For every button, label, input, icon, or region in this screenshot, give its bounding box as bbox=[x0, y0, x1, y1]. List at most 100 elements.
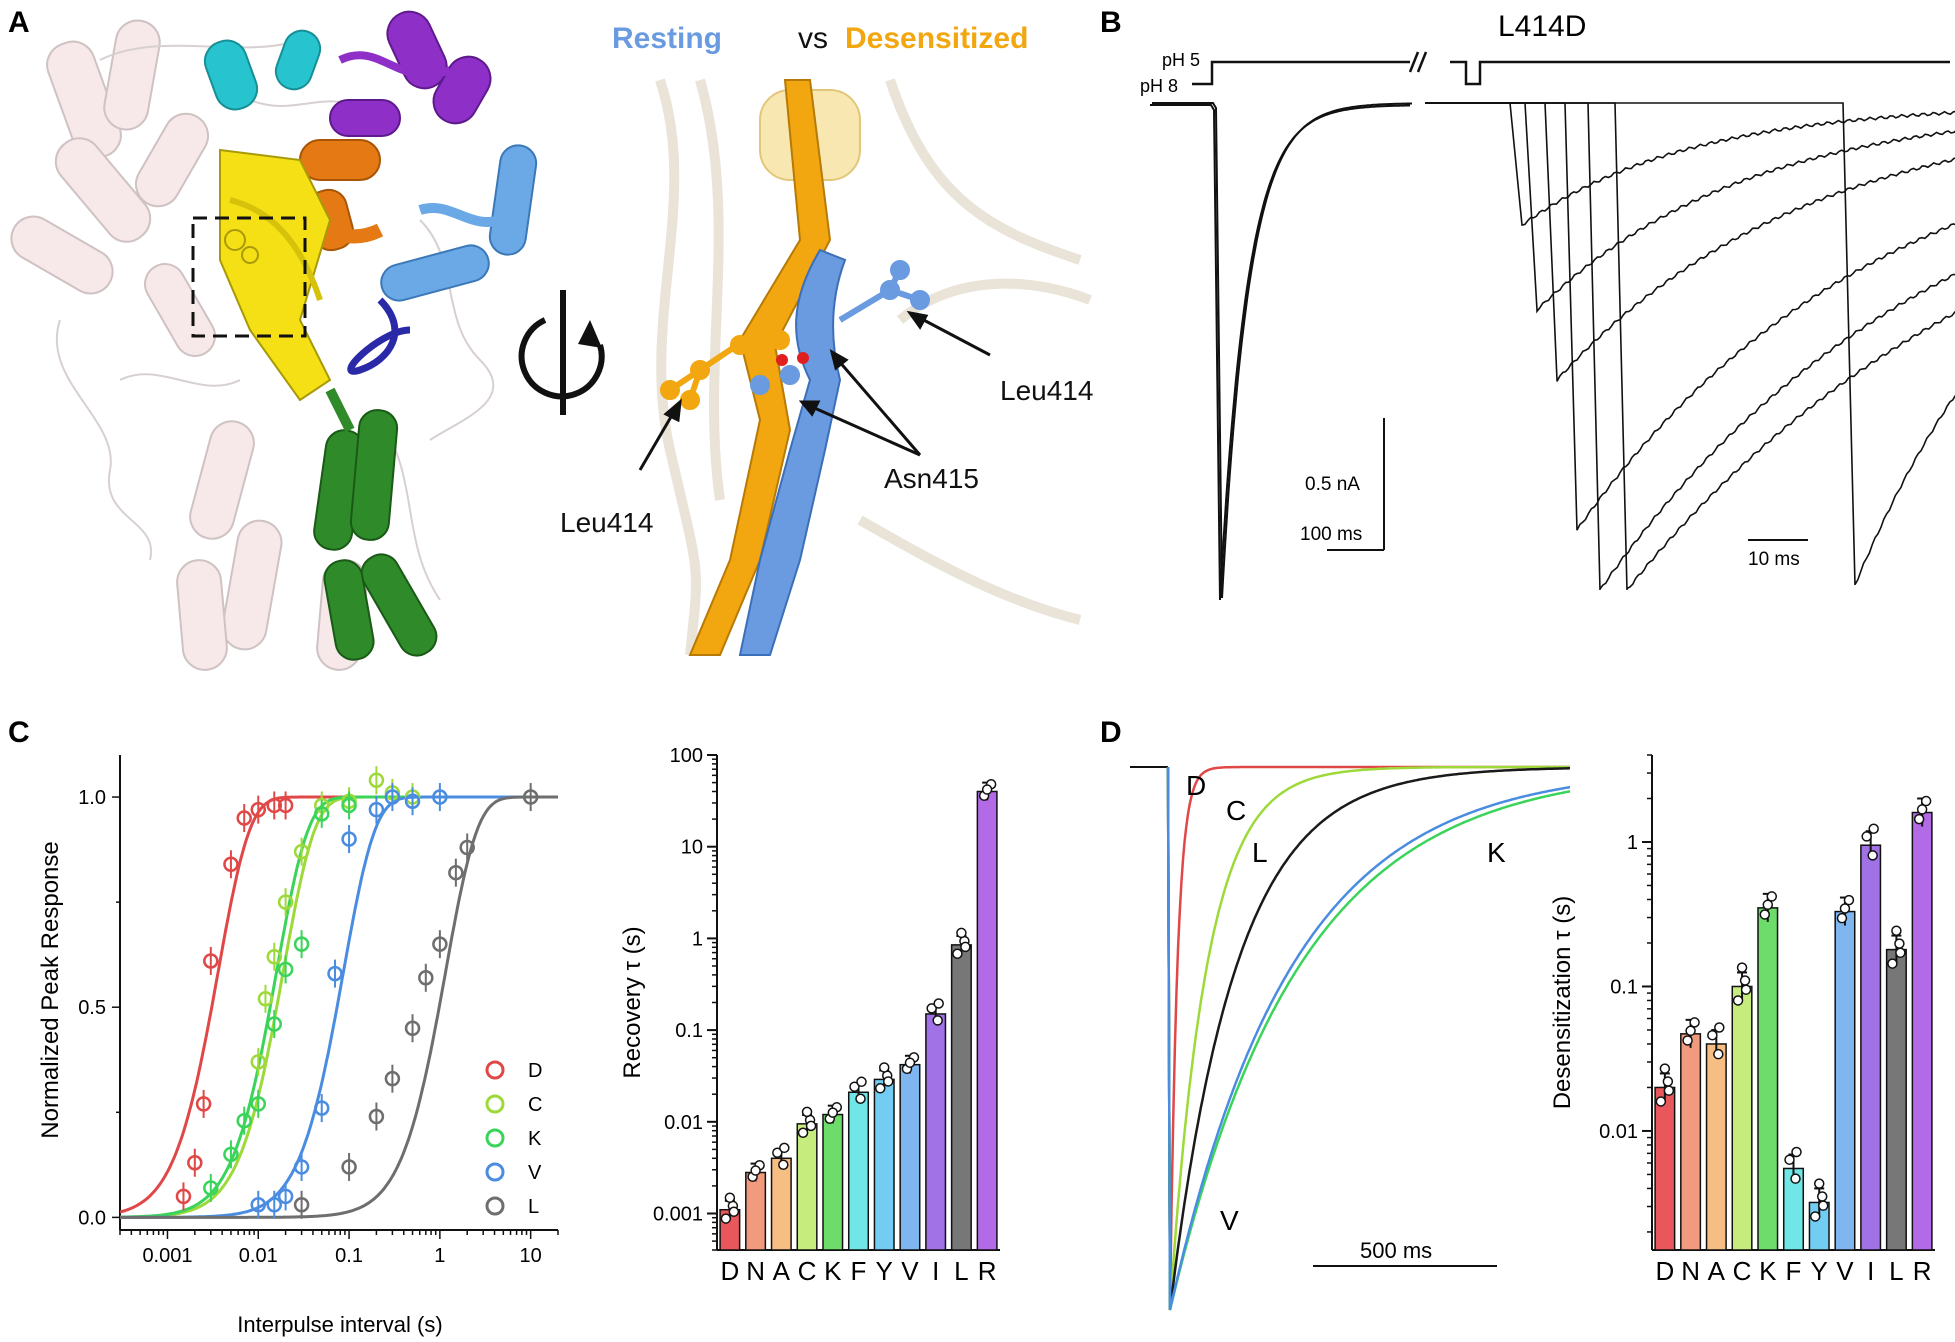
legend-marker-K bbox=[485, 1128, 505, 1148]
replicate-dot-D bbox=[1663, 1085, 1675, 1096]
data-point-V bbox=[313, 1100, 330, 1116]
zoom-region-box bbox=[191, 216, 307, 338]
y-tick-label: 0.1 bbox=[675, 1020, 703, 1042]
scale-current-label: 0.5 nA bbox=[1305, 474, 1360, 495]
legend-marker-L bbox=[485, 1196, 505, 1216]
x-tick-label-L: L bbox=[954, 1256, 968, 1286]
replicate-dot-L bbox=[960, 941, 971, 953]
bar-I bbox=[1860, 844, 1882, 1251]
chart-desensitization-traces: 500 ms DCL K V bbox=[1130, 765, 1570, 1311]
data-point-C bbox=[277, 894, 294, 910]
legend-label-V: V bbox=[528, 1162, 542, 1184]
replicate-dot-A bbox=[1707, 1029, 1718, 1041]
x-tick-label-A: A bbox=[1708, 1256, 1726, 1286]
replicate-dot-A bbox=[779, 1142, 790, 1154]
data-point-K bbox=[313, 806, 330, 822]
replicate-dot-V bbox=[1843, 894, 1855, 906]
structure-comparison-zoom: Resting vs Desensitized bbox=[560, 22, 1093, 656]
x-tick-label-V: V bbox=[901, 1256, 919, 1286]
title-desensitized: Desensitized bbox=[845, 22, 1028, 55]
trace-label-L: L bbox=[1252, 837, 1268, 868]
bar-F bbox=[847, 1091, 870, 1251]
y-tick-label: 10 bbox=[681, 837, 703, 859]
replicate-dot-N bbox=[750, 1165, 761, 1176]
chart-desensitization-tau: 0.01 0.1 1 Desensitization τ (s) D N A C K F Y V I L R bbox=[1549, 754, 1935, 1286]
data-point-C bbox=[266, 949, 283, 965]
replicate-dot-D bbox=[724, 1192, 736, 1204]
data-point-L bbox=[459, 839, 475, 856]
y-tick-label: 0.1 bbox=[1610, 976, 1638, 998]
replicate-dot-I bbox=[932, 1015, 943, 1026]
replicate-dot-A bbox=[778, 1159, 789, 1171]
x-tick-label-V: V bbox=[1836, 1256, 1854, 1286]
data-point-K bbox=[277, 961, 294, 978]
data-point-V bbox=[368, 801, 385, 818]
data-point-L bbox=[384, 1070, 401, 1087]
bar-A bbox=[1705, 1043, 1727, 1251]
replicate-dot-N bbox=[1682, 1035, 1693, 1046]
replicate-dot-L bbox=[956, 927, 967, 939]
trace-V bbox=[1166, 766, 1570, 1311]
data-point-L bbox=[418, 970, 434, 986]
x-tick-label-R: R bbox=[978, 1256, 997, 1286]
data-point-V bbox=[327, 965, 343, 982]
bar-C bbox=[796, 1123, 818, 1251]
bar-N bbox=[745, 1171, 767, 1251]
legend-label-K: K bbox=[528, 1128, 542, 1150]
data-point-K bbox=[223, 1146, 239, 1163]
data-point-K bbox=[203, 1180, 219, 1196]
data-point-L bbox=[432, 936, 448, 952]
data-point-L bbox=[293, 1197, 310, 1213]
panel-b-title: L414D bbox=[1498, 10, 1586, 43]
x-tick-label-I: I bbox=[932, 1256, 939, 1286]
replicate-dot-R bbox=[1916, 804, 1928, 815]
bar-V bbox=[1834, 910, 1856, 1251]
label-asn415: Asn415 bbox=[884, 463, 979, 494]
replicate-dot-Y bbox=[1813, 1178, 1825, 1189]
y-tick-label: 1.0 bbox=[78, 787, 106, 809]
data-point-K bbox=[250, 1096, 267, 1112]
scale-bar-left bbox=[1327, 418, 1385, 551]
x-tick-label-Y: Y bbox=[876, 1256, 893, 1286]
label-leu414-desensitized: Leu414 bbox=[560, 507, 653, 538]
label-leu414-resting: Leu414 bbox=[1000, 375, 1093, 406]
data-point-C bbox=[368, 772, 385, 788]
bar-A bbox=[770, 1157, 792, 1251]
replicate-dot-L bbox=[1891, 925, 1902, 937]
replicate-dot-N bbox=[1685, 1025, 1696, 1037]
replicate-dot-K bbox=[1766, 891, 1778, 902]
x-tick-label-F: F bbox=[1786, 1256, 1802, 1286]
x-tick-label-D: D bbox=[1655, 1256, 1674, 1286]
bar-K bbox=[822, 1113, 844, 1251]
replicate-dot-R bbox=[1920, 795, 1932, 807]
data-point-V bbox=[432, 789, 448, 805]
trace-recovery bbox=[1425, 102, 1955, 226]
current-traces bbox=[1150, 102, 1955, 601]
replicate-dot-Y bbox=[1817, 1200, 1829, 1211]
x-tick-label-A: A bbox=[773, 1256, 791, 1286]
rotation-icon bbox=[518, 290, 605, 415]
trace-recovery bbox=[1425, 102, 1955, 382]
y-tick-label: 1 bbox=[692, 928, 703, 950]
replicate-dot-F bbox=[856, 1076, 867, 1088]
data-point-D bbox=[223, 856, 239, 873]
data-point-D bbox=[203, 953, 219, 969]
x-tick-label-N: N bbox=[1681, 1256, 1700, 1286]
trace-C bbox=[1166, 765, 1570, 1311]
replicate-dot-C bbox=[1740, 984, 1752, 995]
panel-label-b: B bbox=[1100, 6, 1122, 39]
scale-time-right-label: 10 ms bbox=[1748, 549, 1800, 570]
replicate-dot-R bbox=[981, 784, 993, 795]
replicate-dot-F bbox=[1791, 1146, 1802, 1158]
scale-time-d-label: 500 ms bbox=[1360, 1238, 1432, 1263]
x-tick-label: 1 bbox=[434, 1245, 445, 1267]
replicate-dot-D bbox=[1662, 1076, 1674, 1087]
replicate-dot-D bbox=[1655, 1096, 1667, 1107]
bar-N bbox=[1680, 1033, 1702, 1251]
replicate-dot-K bbox=[1762, 899, 1774, 911]
y-tick-label: 0.01 bbox=[664, 1112, 703, 1134]
data-point-K bbox=[341, 797, 357, 814]
data-point-L bbox=[448, 864, 464, 881]
